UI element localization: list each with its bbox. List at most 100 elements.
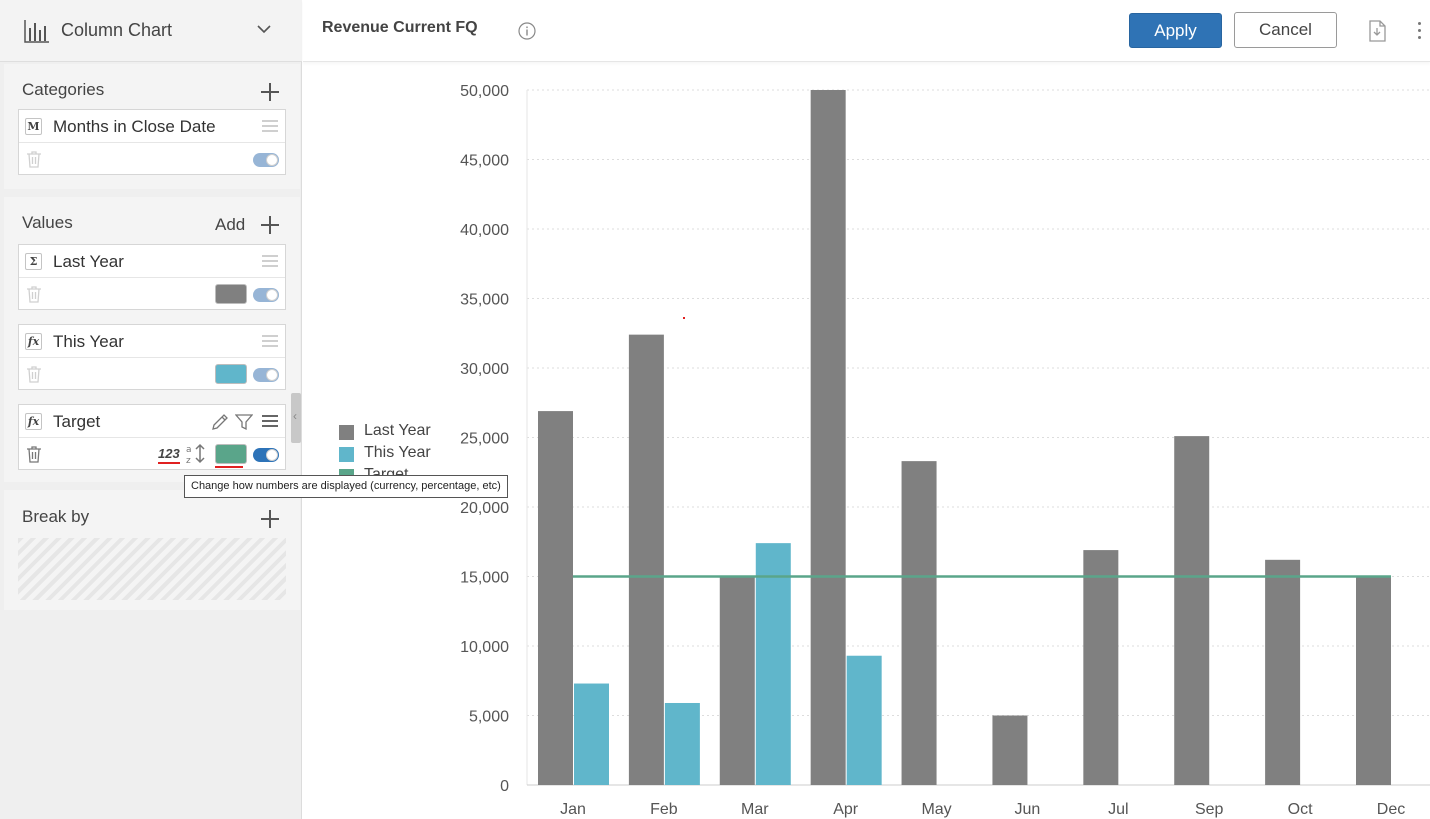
info-icon[interactable] bbox=[518, 22, 536, 40]
visibility-toggle[interactable] bbox=[253, 153, 279, 167]
visibility-toggle[interactable] bbox=[253, 288, 279, 302]
x-tick-label: Sep bbox=[1195, 801, 1224, 818]
bar-last-year bbox=[1083, 550, 1119, 785]
field-name: Last Year bbox=[53, 252, 124, 271]
trash-icon[interactable] bbox=[26, 445, 42, 463]
y-tick-label: 20,000 bbox=[460, 500, 509, 517]
y-tick-label: 30,000 bbox=[460, 361, 509, 378]
export-icon[interactable] bbox=[1368, 20, 1386, 42]
legend-label: This Year bbox=[364, 444, 431, 461]
x-tick-label: Jan bbox=[560, 801, 586, 818]
break-by-drop-zone[interactable] bbox=[18, 538, 286, 600]
y-tick-label: 15,000 bbox=[460, 570, 509, 587]
number-format-tooltip: Change how numbers are displayed (curren… bbox=[184, 475, 508, 498]
bar-this-year bbox=[755, 543, 791, 785]
header-bar: Revenue Current FQ Apply Cancel bbox=[303, 0, 1430, 62]
apply-button[interactable]: Apply bbox=[1129, 13, 1222, 48]
values-section: Values Add Σ Last Year fx This Year bbox=[4, 197, 300, 482]
drag-handle-icon[interactable] bbox=[262, 120, 278, 132]
add-category-icon[interactable] bbox=[261, 83, 279, 101]
chart-type-selector[interactable]: Column Chart bbox=[0, 0, 302, 62]
add-value-icon[interactable] bbox=[261, 216, 279, 234]
value-field-last-year[interactable]: Σ Last Year bbox=[18, 244, 286, 310]
color-underline bbox=[215, 466, 243, 468]
drag-handle-icon[interactable] bbox=[262, 335, 278, 347]
categories-section: Categories M Months in Close Date bbox=[4, 64, 300, 189]
y-tick-label: 25,000 bbox=[460, 431, 509, 448]
values-title: Values bbox=[22, 213, 73, 232]
value-field-this-year[interactable]: fx This Year bbox=[18, 324, 286, 390]
y-tick-label: 35,000 bbox=[460, 292, 509, 309]
x-tick-label: Feb bbox=[650, 801, 678, 818]
trash-icon[interactable] bbox=[26, 285, 42, 303]
bar-this-year bbox=[664, 702, 700, 785]
svg-text:a: a bbox=[186, 445, 192, 455]
bar-last-year bbox=[901, 461, 937, 785]
drag-handle-icon[interactable] bbox=[262, 415, 278, 427]
bar-last-year bbox=[538, 411, 573, 785]
cancel-button[interactable]: Cancel bbox=[1234, 12, 1337, 48]
x-tick-label: Mar bbox=[741, 801, 769, 818]
color-swatch[interactable] bbox=[215, 364, 247, 384]
sort-az-icon[interactable]: a z bbox=[185, 442, 207, 466]
more-options-icon[interactable] bbox=[1417, 22, 1423, 42]
formula-badge: fx bbox=[25, 413, 42, 430]
chevron-down-icon[interactable] bbox=[257, 24, 271, 34]
legend-label: Last Year bbox=[364, 422, 431, 439]
y-tick-label: 50,000 bbox=[460, 83, 509, 100]
number-format-underline bbox=[158, 462, 180, 464]
y-tick-label: 10,000 bbox=[460, 639, 509, 656]
bar-last-year bbox=[719, 576, 755, 785]
y-tick-label: 40,000 bbox=[460, 222, 509, 239]
x-tick-label: Oct bbox=[1288, 801, 1313, 818]
bar-last-year bbox=[1356, 576, 1391, 785]
drag-handle-icon[interactable] bbox=[262, 255, 278, 267]
add-value-label[interactable]: Add bbox=[215, 215, 246, 234]
trash-icon[interactable] bbox=[26, 365, 42, 383]
bar-last-year bbox=[992, 715, 1028, 785]
chart-type-label: Column Chart bbox=[61, 20, 173, 40]
y-tick-label: 5,000 bbox=[469, 709, 509, 726]
bar-last-year bbox=[1265, 559, 1301, 785]
field-name: This Year bbox=[53, 332, 124, 351]
fields-panel: Column Chart Categories M Months in Clos… bbox=[0, 0, 302, 819]
number-format-button[interactable]: 123 bbox=[158, 446, 180, 461]
field-name: Months in Close Date bbox=[53, 117, 216, 136]
y-tick-label: 45,000 bbox=[460, 153, 509, 170]
add-break-by-icon[interactable] bbox=[261, 510, 279, 528]
legend-swatch bbox=[339, 425, 354, 440]
filter-icon[interactable] bbox=[235, 412, 253, 432]
bar-last-year bbox=[810, 90, 846, 785]
categories-title: Categories bbox=[22, 80, 105, 99]
color-swatch[interactable] bbox=[215, 444, 247, 464]
x-tick-label: Dec bbox=[1377, 801, 1405, 818]
pencil-icon[interactable] bbox=[210, 412, 230, 432]
stray-mark bbox=[683, 317, 685, 319]
value-field-target[interactable]: fx Target 123 a z bbox=[18, 404, 286, 470]
field-name: Target bbox=[53, 412, 101, 431]
collapse-panel-handle[interactable]: ‹ bbox=[291, 393, 301, 443]
column-chart: 0 5,000 10,000 15,000 20,000 25,000 30,000 35,0… bbox=[460, 83, 1430, 818]
x-tick-label: Jun bbox=[1015, 801, 1041, 818]
x-tick-label: Apr bbox=[833, 801, 859, 818]
formula-badge: fx bbox=[25, 333, 42, 350]
svg-text:z: z bbox=[186, 456, 191, 466]
visibility-toggle[interactable] bbox=[253, 448, 279, 462]
x-tick-label: Jul bbox=[1108, 801, 1128, 818]
break-by-title: Break by bbox=[22, 507, 90, 526]
visibility-toggle[interactable] bbox=[253, 368, 279, 382]
bar-last-year bbox=[628, 334, 664, 785]
month-badge: M bbox=[25, 118, 42, 135]
x-tick-label: May bbox=[921, 801, 951, 818]
category-field-months[interactable]: M Months in Close Date bbox=[18, 109, 286, 175]
trash-icon[interactable] bbox=[26, 150, 42, 168]
color-swatch[interactable] bbox=[215, 284, 247, 304]
break-by-section: Break by bbox=[4, 490, 300, 610]
bar-last-year bbox=[1174, 436, 1210, 785]
bar-this-year bbox=[574, 683, 609, 785]
widget-title: Revenue Current FQ bbox=[322, 19, 478, 36]
sum-badge: Σ bbox=[25, 253, 42, 270]
legend-swatch bbox=[339, 447, 354, 462]
y-tick-label: 0 bbox=[500, 778, 509, 795]
bar-this-year bbox=[846, 655, 882, 785]
